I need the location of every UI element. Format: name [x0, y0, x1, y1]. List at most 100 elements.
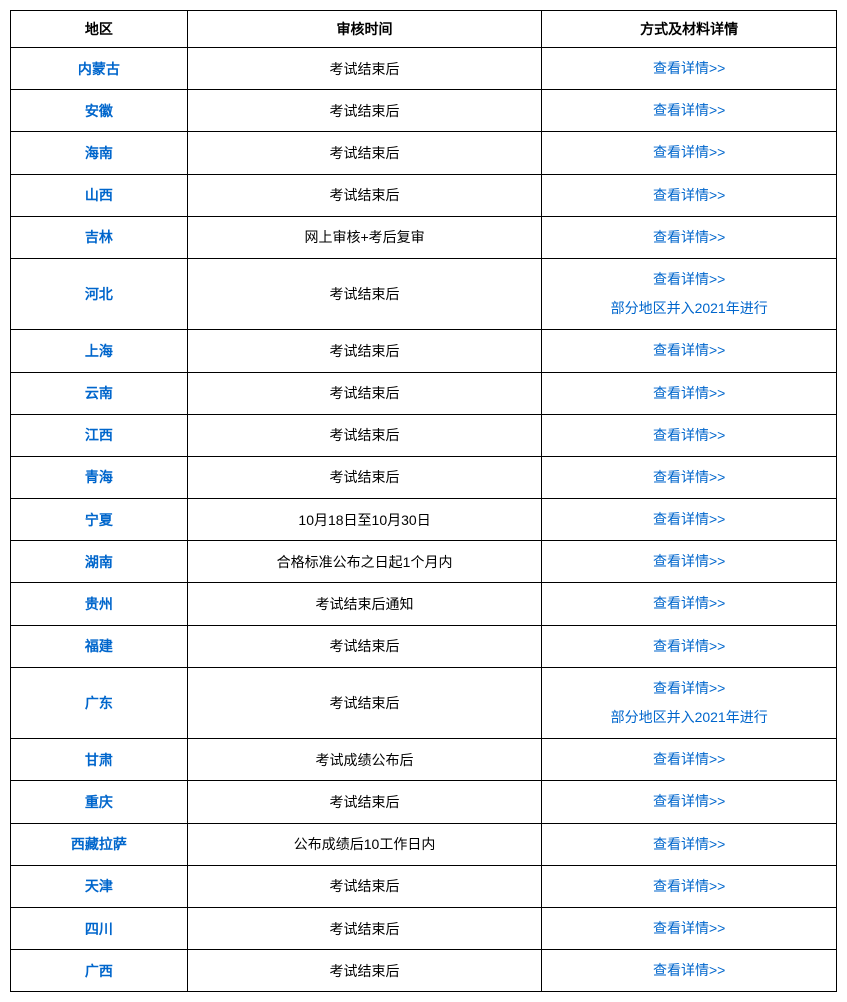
header-region: 地区	[11, 11, 188, 48]
detail-cell: 查看详情>>	[542, 541, 837, 583]
region-link[interactable]: 山西	[85, 187, 113, 203]
view-detail-link[interactable]: 查看详情>>	[653, 385, 725, 401]
table-row: 河北考试结束后查看详情>>部分地区并入2021年进行	[11, 258, 837, 329]
time-cell: 考试结束后	[187, 372, 542, 414]
detail-cell: 查看详情>>	[542, 739, 837, 781]
region-link[interactable]: 甘肃	[85, 752, 113, 768]
audit-schedule-table: 地区 审核时间 方式及材料详情 内蒙古考试结束后查看详情>>安徽考试结束后查看详…	[10, 10, 837, 992]
region-link[interactable]: 内蒙古	[78, 61, 120, 77]
view-detail-link[interactable]: 查看详情>>	[653, 553, 725, 569]
view-detail-link[interactable]: 查看详情>>	[653, 271, 725, 287]
region-link[interactable]: 广西	[85, 963, 113, 979]
region-link[interactable]: 宁夏	[85, 512, 113, 528]
detail-cell: 查看详情>>	[542, 499, 837, 541]
time-cell: 考试结束后	[187, 90, 542, 132]
region-link[interactable]: 四川	[85, 921, 113, 937]
region-cell: 宁夏	[11, 499, 188, 541]
view-detail-link[interactable]: 查看详情>>	[653, 102, 725, 118]
region-link[interactable]: 安徽	[85, 103, 113, 119]
region-link[interactable]: 江西	[85, 427, 113, 443]
region-cell: 福建	[11, 625, 188, 667]
table-row: 西藏拉萨公布成绩后10工作日内查看详情>>	[11, 823, 837, 865]
region-link[interactable]: 西藏拉萨	[71, 836, 127, 852]
table-row: 吉林网上审核+考后复审查看详情>>	[11, 216, 837, 258]
view-detail-link[interactable]: 查看详情>>	[653, 229, 725, 245]
region-cell: 天津	[11, 865, 188, 907]
table-header-row: 地区 审核时间 方式及材料详情	[11, 11, 837, 48]
region-link[interactable]: 河北	[85, 286, 113, 302]
region-cell: 甘肃	[11, 739, 188, 781]
view-detail-link[interactable]: 查看详情>>	[653, 511, 725, 527]
view-detail-link[interactable]: 查看详情>>	[653, 836, 725, 852]
region-link[interactable]: 湖南	[85, 554, 113, 570]
view-detail-link[interactable]: 查看详情>>	[653, 878, 725, 894]
table-row: 安徽 考试结束后 查看详情>>	[11, 90, 837, 132]
view-detail-link[interactable]: 查看详情>>	[653, 595, 725, 611]
region-cell: 安徽	[11, 90, 188, 132]
view-detail-link[interactable]: 查看详情>>	[653, 751, 725, 767]
region-cell: 云南	[11, 372, 188, 414]
region-cell: 江西	[11, 414, 188, 456]
detail-cell: 查看详情>>	[542, 950, 837, 992]
time-cell: 合格标准公布之日起1个月内	[187, 541, 542, 583]
detail-cell: 查看详情>>	[542, 132, 837, 174]
region-link[interactable]: 海南	[85, 145, 113, 161]
region-link[interactable]: 重庆	[85, 794, 113, 810]
view-detail-link[interactable]: 查看详情>>	[653, 469, 725, 485]
table-row: 甘肃考试成绩公布后查看详情>>	[11, 739, 837, 781]
view-detail-link[interactable]: 查看详情>>	[653, 962, 725, 978]
table-row: 上海考试结束后查看详情>>	[11, 330, 837, 372]
detail-cell: 查看详情>>	[542, 583, 837, 625]
detail-cell: 查看详情>> 部分地区并入2021年进行	[542, 667, 837, 738]
view-detail-link[interactable]: 查看详情>>	[653, 187, 725, 203]
region-link[interactable]: 青海	[85, 469, 113, 485]
detail-cell: 查看详情>>	[542, 823, 837, 865]
table-row: 青海考试结束后查看详情>>	[11, 456, 837, 498]
region-link[interactable]: 天津	[85, 878, 113, 894]
region-link[interactable]: 云南	[85, 385, 113, 401]
header-time: 审核时间	[187, 11, 542, 48]
detail-cell: 查看详情>>	[542, 625, 837, 667]
view-detail-link[interactable]: 查看详情>>	[653, 920, 725, 936]
detail-cell: 查看详情>>	[542, 330, 837, 372]
time-cell: 考试结束后	[187, 625, 542, 667]
view-detail-link[interactable]: 查看详情>>	[653, 144, 725, 160]
detail-cell: 查看详情>>	[542, 216, 837, 258]
region-cell: 贵州	[11, 583, 188, 625]
region-link[interactable]: 广东	[85, 695, 113, 711]
table-row: 四川 考试结束后 查看详情>>	[11, 907, 837, 949]
region-cell: 广东	[11, 667, 188, 738]
table-row: 广东考试结束后查看详情>>部分地区并入2021年进行	[11, 667, 837, 738]
time-cell: 10月18日至10月30日	[187, 499, 542, 541]
view-detail-link[interactable]: 查看详情>>	[653, 60, 725, 76]
table-row: 山西考试结束后查看详情>>	[11, 174, 837, 216]
view-detail-link[interactable]: 查看详情>>	[653, 427, 725, 443]
extra-note[interactable]: 部分地区并入2021年进行	[546, 705, 832, 730]
extra-note[interactable]: 部分地区并入2021年进行	[546, 296, 832, 321]
table-row: 贵州考试结束后通知查看详情>>	[11, 583, 837, 625]
region-cell: 西藏拉萨	[11, 823, 188, 865]
region-cell: 上海	[11, 330, 188, 372]
table-row: 福建 考试结束后 查看详情>>	[11, 625, 837, 667]
table-row: 广西考试结束后查看详情>>	[11, 950, 837, 992]
region-cell: 广西	[11, 950, 188, 992]
table-row: 宁夏 10月18日至10月30日 查看详情>>	[11, 499, 837, 541]
time-cell: 考试结束后	[187, 907, 542, 949]
region-link[interactable]: 贵州	[85, 596, 113, 612]
region-cell: 内蒙古	[11, 48, 188, 90]
region-link[interactable]: 吉林	[85, 229, 113, 245]
view-detail-link[interactable]: 查看详情>>	[653, 342, 725, 358]
region-link[interactable]: 福建	[85, 638, 113, 654]
table-row: 天津考试结束后查看详情>>	[11, 865, 837, 907]
time-cell: 考试结束后	[187, 781, 542, 823]
view-detail-link[interactable]: 查看详情>>	[653, 680, 725, 696]
region-cell: 湖南	[11, 541, 188, 583]
view-detail-link[interactable]: 查看详情>>	[653, 638, 725, 654]
view-detail-link[interactable]: 查看详情>>	[653, 793, 725, 809]
time-cell: 考试结束后	[187, 132, 542, 174]
region-cell: 四川	[11, 907, 188, 949]
region-link[interactable]: 上海	[85, 343, 113, 359]
region-cell: 吉林	[11, 216, 188, 258]
header-detail: 方式及材料详情	[542, 11, 837, 48]
table-row: 湖南 合格标准公布之日起1个月内 查看详情>>	[11, 541, 837, 583]
